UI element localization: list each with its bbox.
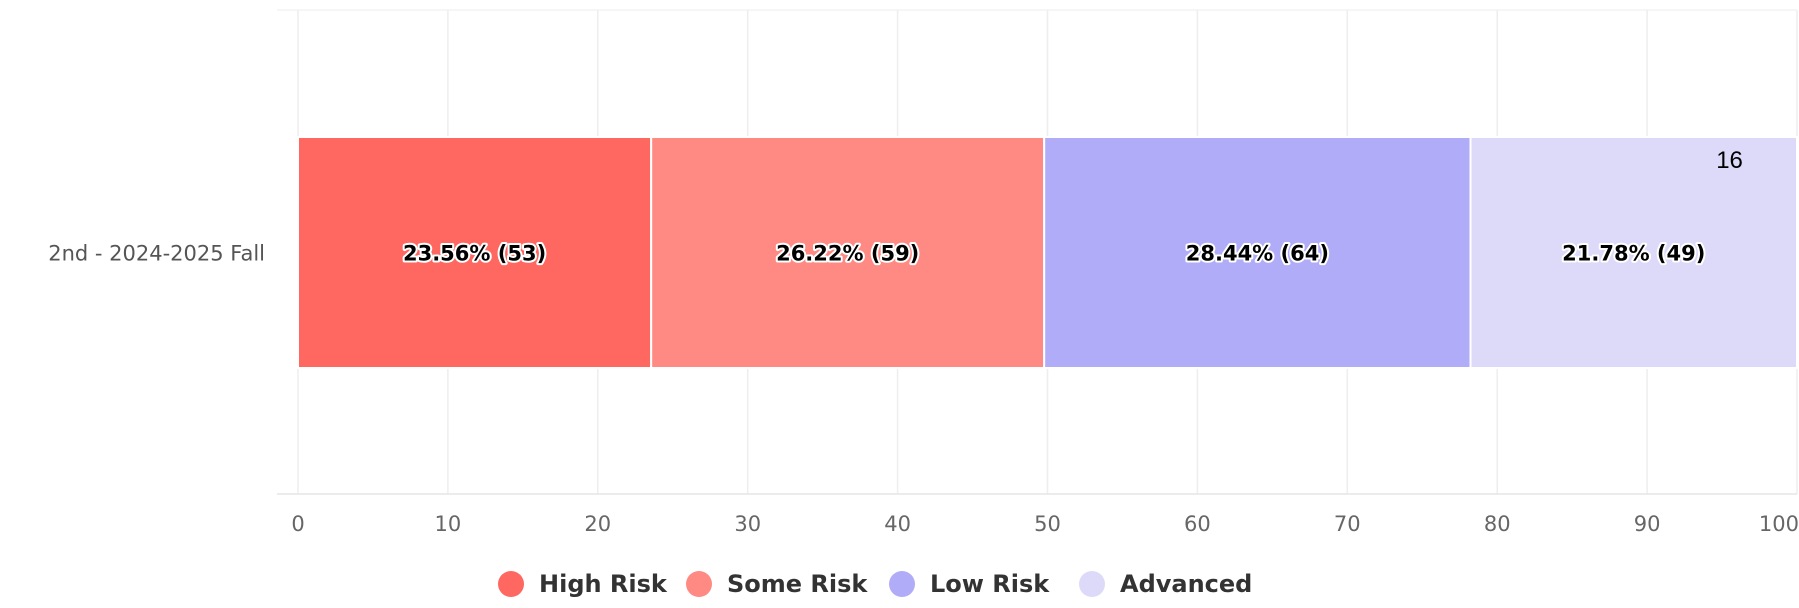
x-tick-label: 100 [1759,512,1799,536]
legend-item-advanced[interactable]: Advanced [1079,570,1252,598]
x-tick-label: 80 [1484,512,1511,536]
legend-label: Advanced [1120,570,1252,598]
y-category-label: 2nd - 2024-2025 Fall [48,242,265,266]
data-labels: 23.56% (53) 26.22% (59) 28.44% (64) 21.78% … [401,147,1743,268]
x-tick-label: 70 [1334,512,1361,536]
y-axis: 2nd - 2024-2025 Fall [48,242,265,266]
legend-item-high-risk[interactable]: High Risk [498,570,668,598]
legend[interactable]: High Risk Some Risk Low Risk Advanced [498,570,1252,598]
bar-segment-high-risk[interactable] [297,136,653,369]
bar-group [297,136,1799,369]
legend-marker [498,571,524,597]
data-label: 28.44% (64) [1186,242,1329,266]
data-label: 26.22% (59) [776,242,919,266]
annotation-label: 16 [1716,147,1743,174]
legend-label: Low Risk [930,570,1050,598]
x-tick-label: 10 [435,512,462,536]
x-axis: 0 10 20 30 40 50 60 70 80 90 100 [277,493,1799,536]
legend-item-low-risk[interactable]: Low Risk [889,570,1050,598]
data-label: 21.78% (49) [1562,242,1705,266]
legend-label: Some Risk [727,570,868,598]
x-tick-label: 30 [734,512,761,536]
legend-item-some-risk[interactable]: Some Risk [686,570,868,598]
legend-marker [889,571,915,597]
bar-segment-some-risk[interactable] [650,136,1046,369]
data-label: 23.56% (53) [403,242,546,266]
legend-marker [686,571,712,597]
legend-marker [1079,571,1105,597]
x-tick-label: 40 [884,512,911,536]
x-tick-label: 60 [1184,512,1211,536]
x-tick-label: 0 [291,512,304,536]
x-tick-label: 90 [1634,512,1661,536]
bar-segment-low-risk[interactable] [1043,136,1472,369]
bar-segment-advanced[interactable] [1469,136,1799,369]
x-tick-label: 20 [584,512,611,536]
legend-label: High Risk [539,570,668,598]
x-tick-label: 50 [1034,512,1061,536]
